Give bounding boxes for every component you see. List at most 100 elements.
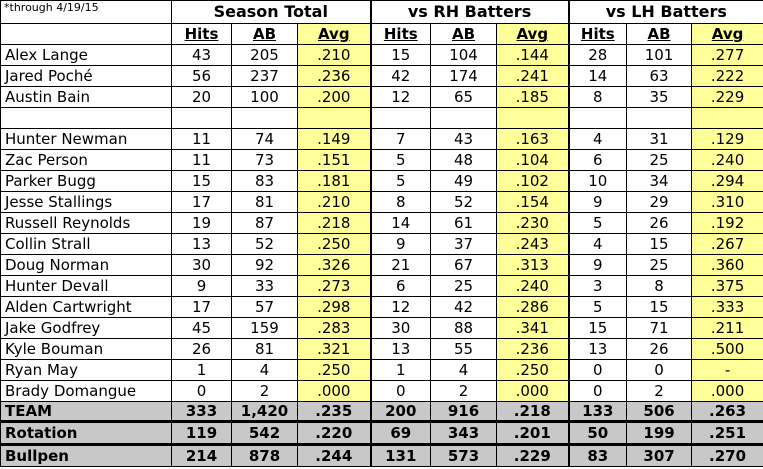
cell-r-h: 131 [369,444,432,467]
table-row: Jake Godfrey 45 159.283 30 88.341 15 71.211 [0,317,763,339]
cell-r-avg: .313 [496,254,570,276]
pitcher-name: Alex Lange [0,44,172,66]
col-lh-hits: Hits [567,23,628,45]
cell-r-avg: .104 [496,149,570,171]
cell-r-ab: 48 [430,149,498,171]
cell-l-ab: 101 [626,44,693,66]
cell-l-avg: .000 [691,380,763,402]
cell-s-h: 17 [171,191,232,213]
cell-l-avg: .263 [691,401,763,423]
table-row: Alden Cartwright 17 57.298 12 42.286 5 15.333 [0,296,763,318]
cell-r-ab: 916 [430,401,498,423]
cell-r-avg: .201 [496,421,570,446]
cell-l-h: 8 [567,86,628,108]
cell-s-avg: .181 [296,170,372,192]
table-row: Brady Domangue 0 2.000 0 2.000 0 2.000 [0,380,763,402]
group-vs-rh: vs RH Batters [369,0,570,24]
cell-l-h: 5 [567,296,628,318]
cell-s-avg: .210 [296,44,372,66]
table-row: Austin Bain 20 100.200 12 65.185 8 35.229 [0,86,763,108]
cell-r-avg: .341 [496,317,570,339]
pitcher-name: Collin Strall [0,233,172,255]
cell-r-ab: 67 [430,254,498,276]
cell-r-h: 0 [369,380,432,402]
cell-l-h: 5 [567,212,628,234]
cell-r-ab: 343 [430,421,498,446]
cell-l-h: 28 [567,44,628,66]
cell-l-h: 133 [567,401,628,423]
cell-l-ab: 25 [626,149,693,171]
col-rh-avg: Avg [496,23,570,45]
cell-s-avg: .000 [296,380,372,402]
totals-row-bullpen: Bullpen 214 878.244 131 573.229 83 307.270 [0,444,763,467]
cell-l-ab: 29 [626,191,693,213]
table-row: Parker Bugg 15 83.181 5 49.102 10 34.294 [0,170,763,192]
cell-s-h: 214 [171,444,232,467]
cell-r-avg: .185 [496,86,570,108]
cell-l-h: 6 [567,149,628,171]
cell-s-ab: 87 [231,212,298,234]
cell-r-h: 200 [369,401,432,423]
cell-l-avg: .270 [691,444,763,467]
cell-s-ab: 4 [231,359,298,381]
cell-r-ab: 55 [430,338,498,360]
pitcher-name: Hunter Devall [0,275,172,297]
cell-l-h: 9 [567,191,628,213]
cell-r-avg: .230 [496,212,570,234]
pitcher-name: TEAM [0,401,172,423]
cell-l-h: 13 [567,338,628,360]
table-row: Hunter Newman 11 74.149 7 43.163 4 31.129 [0,128,763,150]
cell-s-h: 19 [171,212,232,234]
cell-r-ab: 573 [430,444,498,467]
starters-section: Alex Lange 43 205.210 15 104.144 28 101.277 Jar… [0,44,763,108]
pitcher-name: Rotation [0,421,172,446]
cell-s-ab: 83 [231,170,298,192]
pitcher-name: Zac Person [0,149,172,171]
pitcher-name: Parker Bugg [0,170,172,192]
cell-s-avg: .210 [296,191,372,213]
pitcher-name: Hunter Newman [0,128,172,150]
pitcher-name: Jake Godfrey [0,317,172,339]
cell-r-h: 12 [369,296,432,318]
cell-s-avg: .321 [296,338,372,360]
totals-row-rotation: Rotation 119 542.220 69 343.201 50 199.251 [0,421,763,446]
cell-s-h: 11 [171,128,232,150]
cell-s-ab: 159 [231,317,298,339]
cell-r-avg: .218 [496,401,570,423]
cell-l-avg: .277 [691,44,763,66]
col-season-avg: Avg [296,23,372,45]
cell-l-h: 50 [567,421,628,446]
cell-r-avg: .154 [496,191,570,213]
cell-r-h: 14 [369,212,432,234]
pitcher-name: Russell Reynolds [0,212,172,234]
name-header [0,23,172,45]
cell-r-h: 6 [369,275,432,297]
cell-r-avg: .241 [496,65,570,87]
cell-s-avg: .236 [296,65,372,87]
cell-l-avg: .251 [691,421,763,446]
col-lh-ab: AB [626,23,693,45]
cell-s-ab: 81 [231,338,298,360]
pitcher-name: Bullpen [0,444,172,467]
cell-s-h: 13 [171,233,232,255]
cell-l-ab: 34 [626,170,693,192]
cell-s-ab: 73 [231,149,298,171]
cell-r-avg: .240 [496,275,570,297]
date-note: *through 4/19/15 [0,0,172,24]
cell-r-avg: .243 [496,233,570,255]
cell-l-avg: - [691,359,763,381]
cell-r-h: 21 [369,254,432,276]
col-season-ab: AB [231,23,298,45]
cell-s-avg: .250 [296,233,372,255]
cell-r-h: 13 [369,338,432,360]
cell-s-h: 333 [171,401,232,423]
table-row: Russell Reynolds 19 87.218 14 61.230 5 26.192 [0,212,763,234]
cell-s-avg: .250 [296,359,372,381]
table-row: Hunter Devall 9 33.273 6 25.240 3 8.375 [0,275,763,297]
table-row: Doug Norman 30 92.326 21 67.313 9 25.360 [0,254,763,276]
cell-l-avg: .129 [691,128,763,150]
group-season-total: Season Total [170,0,372,24]
cell-l-avg: .310 [691,191,763,213]
cell-l-ab: 307 [626,444,693,467]
cell-s-h: 20 [171,86,232,108]
